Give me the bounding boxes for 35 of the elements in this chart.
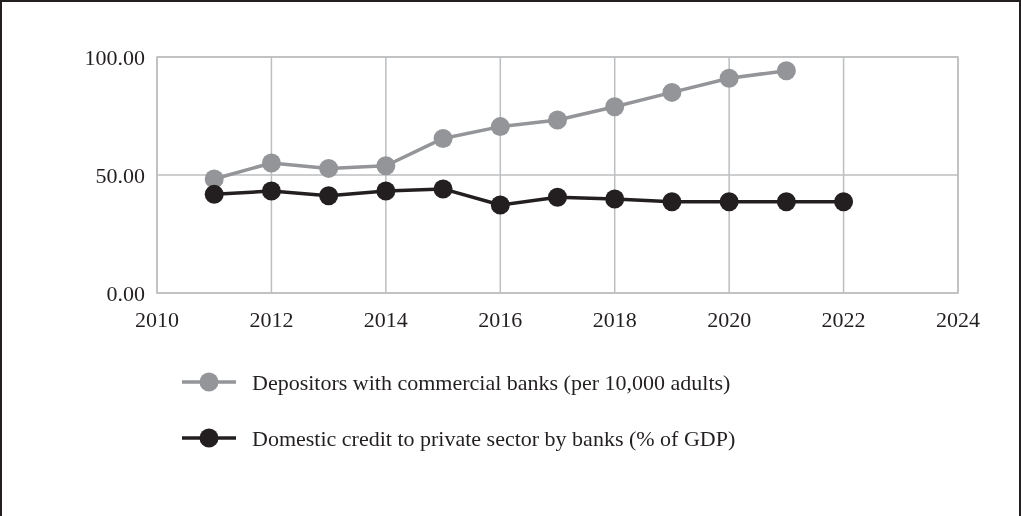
point <box>719 68 739 88</box>
point <box>605 189 625 209</box>
point <box>548 187 567 207</box>
legend-label: Domestic credit to private sector by banks (% of GDP) <box>252 425 736 451</box>
point <box>719 192 739 212</box>
x-tick-label: 2018 <box>592 307 637 332</box>
point <box>662 192 682 212</box>
x-tick-label: 2020 <box>707 307 752 332</box>
point <box>261 181 281 201</box>
point <box>834 192 854 212</box>
point <box>319 186 339 206</box>
x-tick-label: 2016 <box>478 307 523 332</box>
x-tick-label: 2012 <box>249 307 294 332</box>
point <box>376 181 396 201</box>
legend-label: Depositors with commercial banks (per 10,000 adults) <box>252 369 731 395</box>
x-tick-label: 2024 <box>936 307 980 332</box>
point <box>776 192 796 212</box>
point <box>261 153 281 173</box>
point <box>548 110 567 130</box>
point <box>662 82 682 102</box>
point <box>490 195 510 215</box>
point <box>376 156 396 176</box>
y-tick-label: 50.00 <box>95 162 145 188</box>
x-tick-label: 2022 <box>821 307 866 332</box>
point <box>433 179 453 199</box>
x-tick-label: 2010 <box>135 307 179 332</box>
y-tick-label: 100.00 <box>84 44 145 70</box>
x-tick-label: 2014 <box>363 307 408 332</box>
y-tick-label: 0.00 <box>106 280 145 306</box>
point <box>433 128 453 148</box>
point <box>490 117 510 137</box>
point <box>319 158 339 178</box>
point <box>776 61 796 81</box>
point <box>204 184 224 204</box>
point <box>605 97 625 117</box>
